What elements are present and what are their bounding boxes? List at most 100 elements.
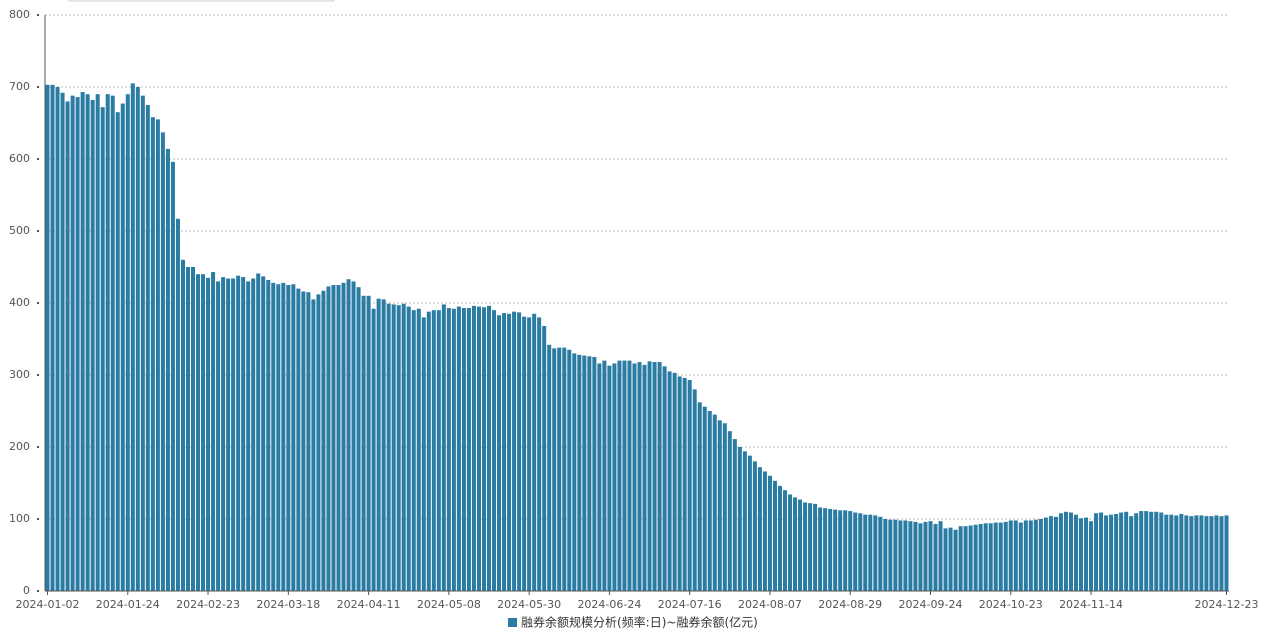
bar <box>532 313 537 591</box>
legend-swatch <box>508 618 517 627</box>
bar <box>622 360 627 591</box>
bar <box>632 363 637 591</box>
bar <box>878 516 883 591</box>
bar <box>757 467 762 591</box>
bar <box>1068 512 1073 591</box>
x-tick-label: 2024-12-23 <box>1195 598 1259 611</box>
bar <box>426 311 431 591</box>
bar <box>90 99 95 592</box>
bar <box>562 347 567 591</box>
bar <box>386 303 391 591</box>
bar <box>251 278 256 591</box>
x-tick-label: 2024-02-23 <box>176 598 240 611</box>
bar <box>727 431 732 591</box>
bar <box>1018 522 1023 591</box>
bar <box>366 295 371 591</box>
bar <box>652 362 657 591</box>
bar <box>276 284 281 591</box>
bar <box>1204 516 1209 591</box>
bar <box>1073 514 1078 591</box>
bar <box>1003 521 1008 591</box>
bar <box>662 366 667 591</box>
bar <box>527 317 532 591</box>
bar <box>747 455 752 591</box>
bar <box>356 287 361 591</box>
bar <box>226 278 231 591</box>
bar <box>737 447 742 591</box>
bar <box>1164 514 1169 591</box>
bar <box>1104 515 1109 591</box>
bar <box>1209 516 1214 591</box>
bar <box>883 519 888 591</box>
y-tick-mark <box>37 14 39 16</box>
bar <box>1119 512 1124 591</box>
bar <box>642 364 647 591</box>
bar <box>928 521 933 591</box>
bar <box>572 353 577 591</box>
bar <box>436 310 441 591</box>
bar <box>938 521 943 591</box>
bar <box>672 372 677 591</box>
bar <box>687 380 692 591</box>
bar <box>346 279 351 591</box>
bar <box>481 307 486 591</box>
bar <box>627 360 632 591</box>
bar <box>968 525 973 591</box>
bar <box>1139 511 1144 591</box>
bar <box>567 349 572 591</box>
x-tick-label: 2024-09-24 <box>899 598 963 611</box>
y-tick-mark <box>37 446 39 448</box>
bar <box>266 279 271 591</box>
bar <box>211 272 216 591</box>
y-tick-label: 700 <box>9 80 30 93</box>
bar <box>762 471 767 591</box>
bar <box>291 284 296 591</box>
x-tick-label: 2024-05-30 <box>497 598 561 611</box>
bar <box>908 521 913 591</box>
bar <box>798 499 803 591</box>
bar <box>888 519 893 591</box>
x-tick-label: 2024-10-23 <box>979 598 1043 611</box>
bar <box>692 389 697 591</box>
bar <box>471 305 476 591</box>
bar <box>793 497 798 591</box>
bar <box>853 512 858 591</box>
bar <box>55 87 60 591</box>
bar <box>582 355 587 591</box>
bar <box>196 274 201 591</box>
bar <box>206 277 211 591</box>
bar <box>717 420 722 591</box>
bar <box>421 317 426 591</box>
bar <box>943 528 948 591</box>
bar <box>170 161 175 591</box>
bar <box>833 509 838 591</box>
y-tick-mark <box>37 590 39 592</box>
input-box[interactable] <box>68 0 335 2</box>
bar <box>371 308 376 591</box>
bar <box>100 107 105 591</box>
bar <box>160 132 165 592</box>
bar <box>1219 516 1224 591</box>
x-tick-label: 2024-06-24 <box>577 598 641 611</box>
bar <box>767 475 772 591</box>
bar <box>180 259 185 591</box>
bar <box>326 286 331 591</box>
bar <box>542 326 547 591</box>
bar <box>296 288 301 591</box>
bar <box>1174 515 1179 591</box>
y-tick-mark <box>37 158 39 160</box>
bar <box>517 312 522 591</box>
bar <box>808 503 813 591</box>
bar <box>416 308 421 591</box>
y-tick-label: 300 <box>9 368 30 381</box>
bar <box>70 95 75 591</box>
bar <box>742 451 747 591</box>
bar <box>65 101 70 592</box>
bar <box>241 277 246 591</box>
bar <box>597 363 602 591</box>
bar <box>461 308 466 591</box>
bar <box>547 344 552 591</box>
x-tick-label: 2024-11-14 <box>1059 598 1123 611</box>
bar <box>185 267 190 591</box>
bar <box>95 94 100 591</box>
